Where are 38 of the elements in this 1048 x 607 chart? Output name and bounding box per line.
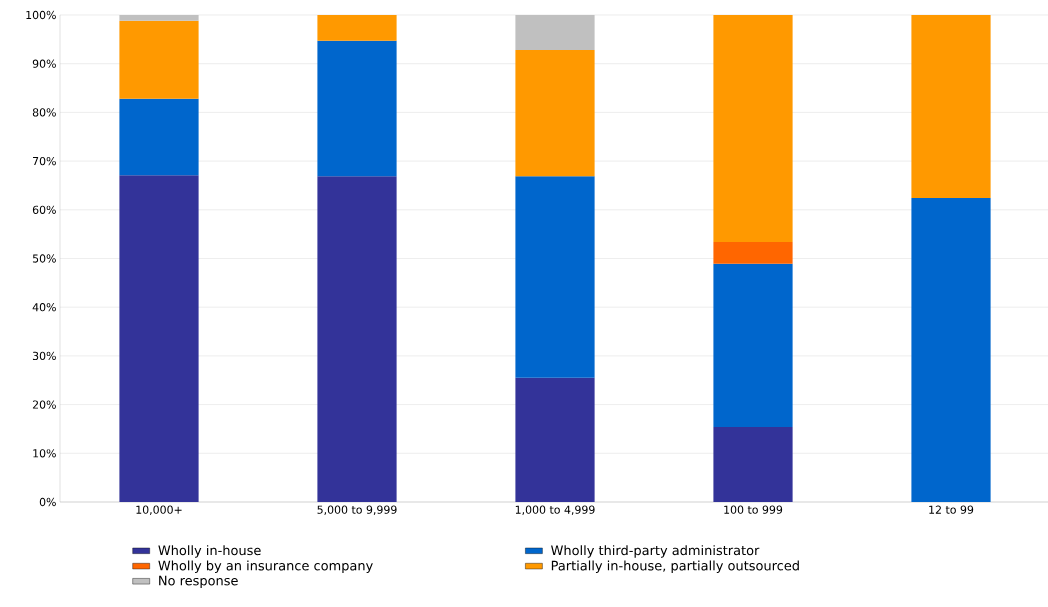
bar: [911, 14, 991, 199]
y-tick-label: 50%: [32, 254, 56, 263]
y-tick-label: 0%: [39, 497, 56, 507]
y-tick-label: 100%: [26, 10, 56, 20]
bar: [515, 176, 595, 378]
bar: [713, 263, 793, 427]
y-tick-label: 10%: [33, 449, 56, 458]
bar: [119, 175, 199, 502]
legend-label: Wholly by an insurance company: [158, 560, 373, 573]
bar: [911, 198, 991, 502]
y-tick-label: 40%: [32, 303, 56, 312]
bar: [713, 241, 793, 264]
y-tick-label: 20%: [32, 400, 56, 409]
bar: [317, 176, 397, 502]
y-tick-label: 60%: [32, 205, 56, 214]
legend-label: Wholly in-house: [158, 545, 261, 558]
legend-label: No response: [159, 575, 238, 588]
bar: [713, 14, 793, 242]
y-tick-label: 90%: [32, 59, 56, 68]
bar: [119, 20, 199, 99]
bar: [515, 50, 595, 177]
bar: [119, 98, 199, 176]
bar: [119, 14, 199, 21]
legend-label: Partially in-house, partially outsourced: [551, 560, 799, 573]
bar: [515, 377, 595, 502]
bar: [317, 40, 397, 177]
bar: [515, 14, 595, 51]
x-tick-label: 12 to 99: [929, 505, 974, 514]
x-tick-label: 1,000 to 4,999: [515, 505, 595, 515]
bar: [713, 427, 793, 502]
y-tick-label: 80%: [32, 108, 56, 117]
x-tick-label: 100 to 999: [724, 505, 783, 514]
legend-label: Wholly third-party administrator: [551, 545, 760, 558]
x-tick-label: 10,000+: [136, 505, 182, 515]
y-tick-label: 70%: [33, 156, 56, 166]
bar: [317, 14, 397, 41]
y-tick-label: 30%: [32, 351, 56, 361]
x-tick-label: 5,000 to 9,999: [317, 505, 397, 515]
